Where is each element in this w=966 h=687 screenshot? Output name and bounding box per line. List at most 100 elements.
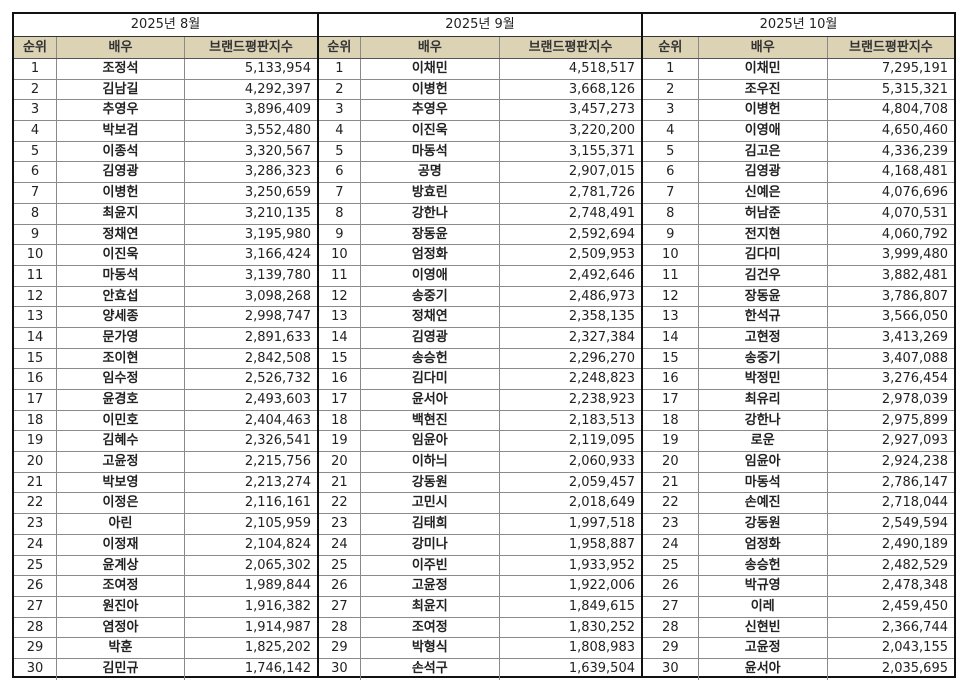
rank-cell: 3	[14, 100, 57, 121]
actor-cell: 이정재	[57, 534, 185, 555]
score-cell: 2,238,923	[568, 392, 635, 407]
score-cell: 4,076,696	[881, 185, 948, 201]
table-row: 22 손예진 2,718,044	[643, 493, 954, 515]
actor-cell: 백현진	[361, 410, 500, 431]
actor-cell: 고현정	[699, 327, 828, 348]
score-cell: 1,808,983	[568, 640, 635, 656]
table-row: 23 아린 2,105,959	[14, 514, 317, 535]
month-title: 2025년 10월	[643, 14, 954, 37]
actor-cell: 이종석	[57, 141, 185, 162]
rank-cell: 11	[319, 265, 361, 286]
rank-cell: 20	[14, 452, 57, 472]
table-row: 25 윤계상 2,065,302	[14, 555, 317, 577]
rank-cell: 22	[14, 493, 57, 514]
actor-cell: 강한나	[699, 410, 828, 431]
actor-cell: 로운	[699, 431, 828, 452]
rank-cell: 5	[643, 141, 699, 162]
score-cell: 1,958,887	[568, 536, 635, 552]
score-cell: 3,286,323	[244, 164, 311, 180]
rank-cell: 23	[14, 514, 57, 534]
score-cell: 3,566,050	[881, 309, 948, 325]
score-cell: 2,493,603	[244, 392, 311, 407]
score-cell: 3,210,135	[244, 205, 311, 221]
table-row: 29 박형식 1,808,983	[319, 638, 641, 659]
table-row: 7 방효린 2,781,726	[319, 183, 641, 204]
actor-cell: 박형식	[361, 638, 500, 658]
score-cell: 2,978,039	[881, 392, 948, 407]
rank-cell: 12	[14, 286, 57, 307]
actor-cell: 조우진	[699, 79, 828, 100]
rank-cell: 2	[14, 79, 57, 100]
rank-cell: 6	[319, 162, 361, 183]
table-row: 9 전지현 4,060,792	[643, 224, 954, 246]
table-row: 1 이채민 7,295,191	[643, 59, 954, 80]
actor-cell: 최윤지	[57, 203, 185, 224]
rank-cell: 5	[319, 141, 361, 162]
score-cell: 2,526,732	[244, 371, 311, 387]
actor-cell: 김남길	[57, 79, 185, 100]
actor-cell: 양세종	[57, 307, 185, 327]
score-cell: 1,746,142	[244, 660, 311, 676]
score-cell: 2,492,646	[568, 267, 635, 283]
table-row: 23 김태희 1,997,518	[319, 514, 641, 535]
actor-cell: 송승헌	[361, 348, 500, 369]
table-row: 29 고윤정 2,043,155	[643, 638, 954, 659]
table-row: 14 문가영 2,891,633	[14, 327, 317, 349]
table-row: 30 손석구 1,639,504	[319, 658, 641, 680]
table-row: 13 정채연 2,358,135	[319, 307, 641, 328]
score-cell: 2,549,594	[881, 516, 948, 532]
score-cell: 2,215,756	[244, 454, 311, 470]
rank-cell: 1	[14, 59, 57, 79]
score-cell: 1,825,202	[244, 640, 311, 656]
actor-cell: 김영광	[699, 162, 828, 183]
score-cell: 2,927,093	[881, 433, 948, 449]
score-cell: 1,922,006	[568, 578, 635, 594]
rank-cell: 27	[643, 596, 699, 617]
actor-cell: 신현빈	[699, 617, 828, 638]
score-cell: 4,060,792	[881, 226, 948, 242]
score-cell: 3,896,409	[244, 102, 311, 118]
table-row: 16 김다미 2,248,823	[319, 369, 641, 390]
actor-cell: 이영애	[699, 121, 828, 141]
rank-cell: 10	[643, 245, 699, 265]
actor-cell: 이채민	[361, 59, 500, 79]
column-header-row: 순위 배우 브랜드평판지수	[14, 37, 317, 59]
rank-cell: 24	[319, 534, 361, 555]
actor-cell: 최윤지	[361, 596, 500, 617]
table-row: 12 안효섭 3,098,268	[14, 286, 317, 308]
score-cell: 2,043,155	[881, 640, 948, 656]
actor-cell: 김건우	[699, 265, 828, 286]
table-row: 18 이민호 2,404,463	[14, 410, 317, 432]
table-row: 3 추영우 3,457,273	[319, 100, 641, 122]
rank-cell: 19	[14, 431, 57, 452]
rank-header: 순위	[14, 37, 57, 58]
actor-cell: 엄정화	[699, 534, 828, 555]
table-row: 11 마동석 3,139,780	[14, 265, 317, 287]
actor-cell: 강미나	[361, 534, 500, 555]
rank-cell: 26	[14, 576, 57, 596]
rank-cell: 17	[643, 390, 699, 410]
score-header: 브랜드평판지수	[209, 40, 293, 55]
table-row: 17 최유리 2,978,039	[643, 390, 954, 411]
score-cell: 2,478,348	[881, 578, 948, 594]
score-cell: 3,999,480	[881, 247, 948, 263]
score-cell: 1,997,518	[568, 516, 635, 532]
rank-cell: 15	[319, 348, 361, 369]
rank-cell: 19	[319, 431, 361, 452]
score-cell: 2,975,899	[881, 412, 948, 428]
score-cell: 1,989,844	[244, 578, 311, 594]
actor-cell: 박보검	[57, 121, 185, 141]
rank-cell: 5	[14, 141, 57, 162]
score-cell: 2,924,238	[881, 454, 948, 470]
table-row: 9 장동윤 2,592,694	[319, 224, 641, 246]
actor-cell: 이진욱	[361, 121, 500, 141]
score-cell: 2,059,457	[568, 474, 635, 490]
table-row: 13 양세종 2,998,747	[14, 307, 317, 328]
rank-cell: 29	[319, 638, 361, 658]
actor-cell: 고윤정	[361, 576, 500, 596]
actor-cell: 이영애	[361, 265, 500, 286]
score-cell: 2,459,450	[881, 598, 948, 614]
actor-cell: 엄정화	[361, 245, 500, 265]
rank-cell: 28	[643, 617, 699, 638]
table-row: 8 강한나 2,748,491	[319, 203, 641, 225]
